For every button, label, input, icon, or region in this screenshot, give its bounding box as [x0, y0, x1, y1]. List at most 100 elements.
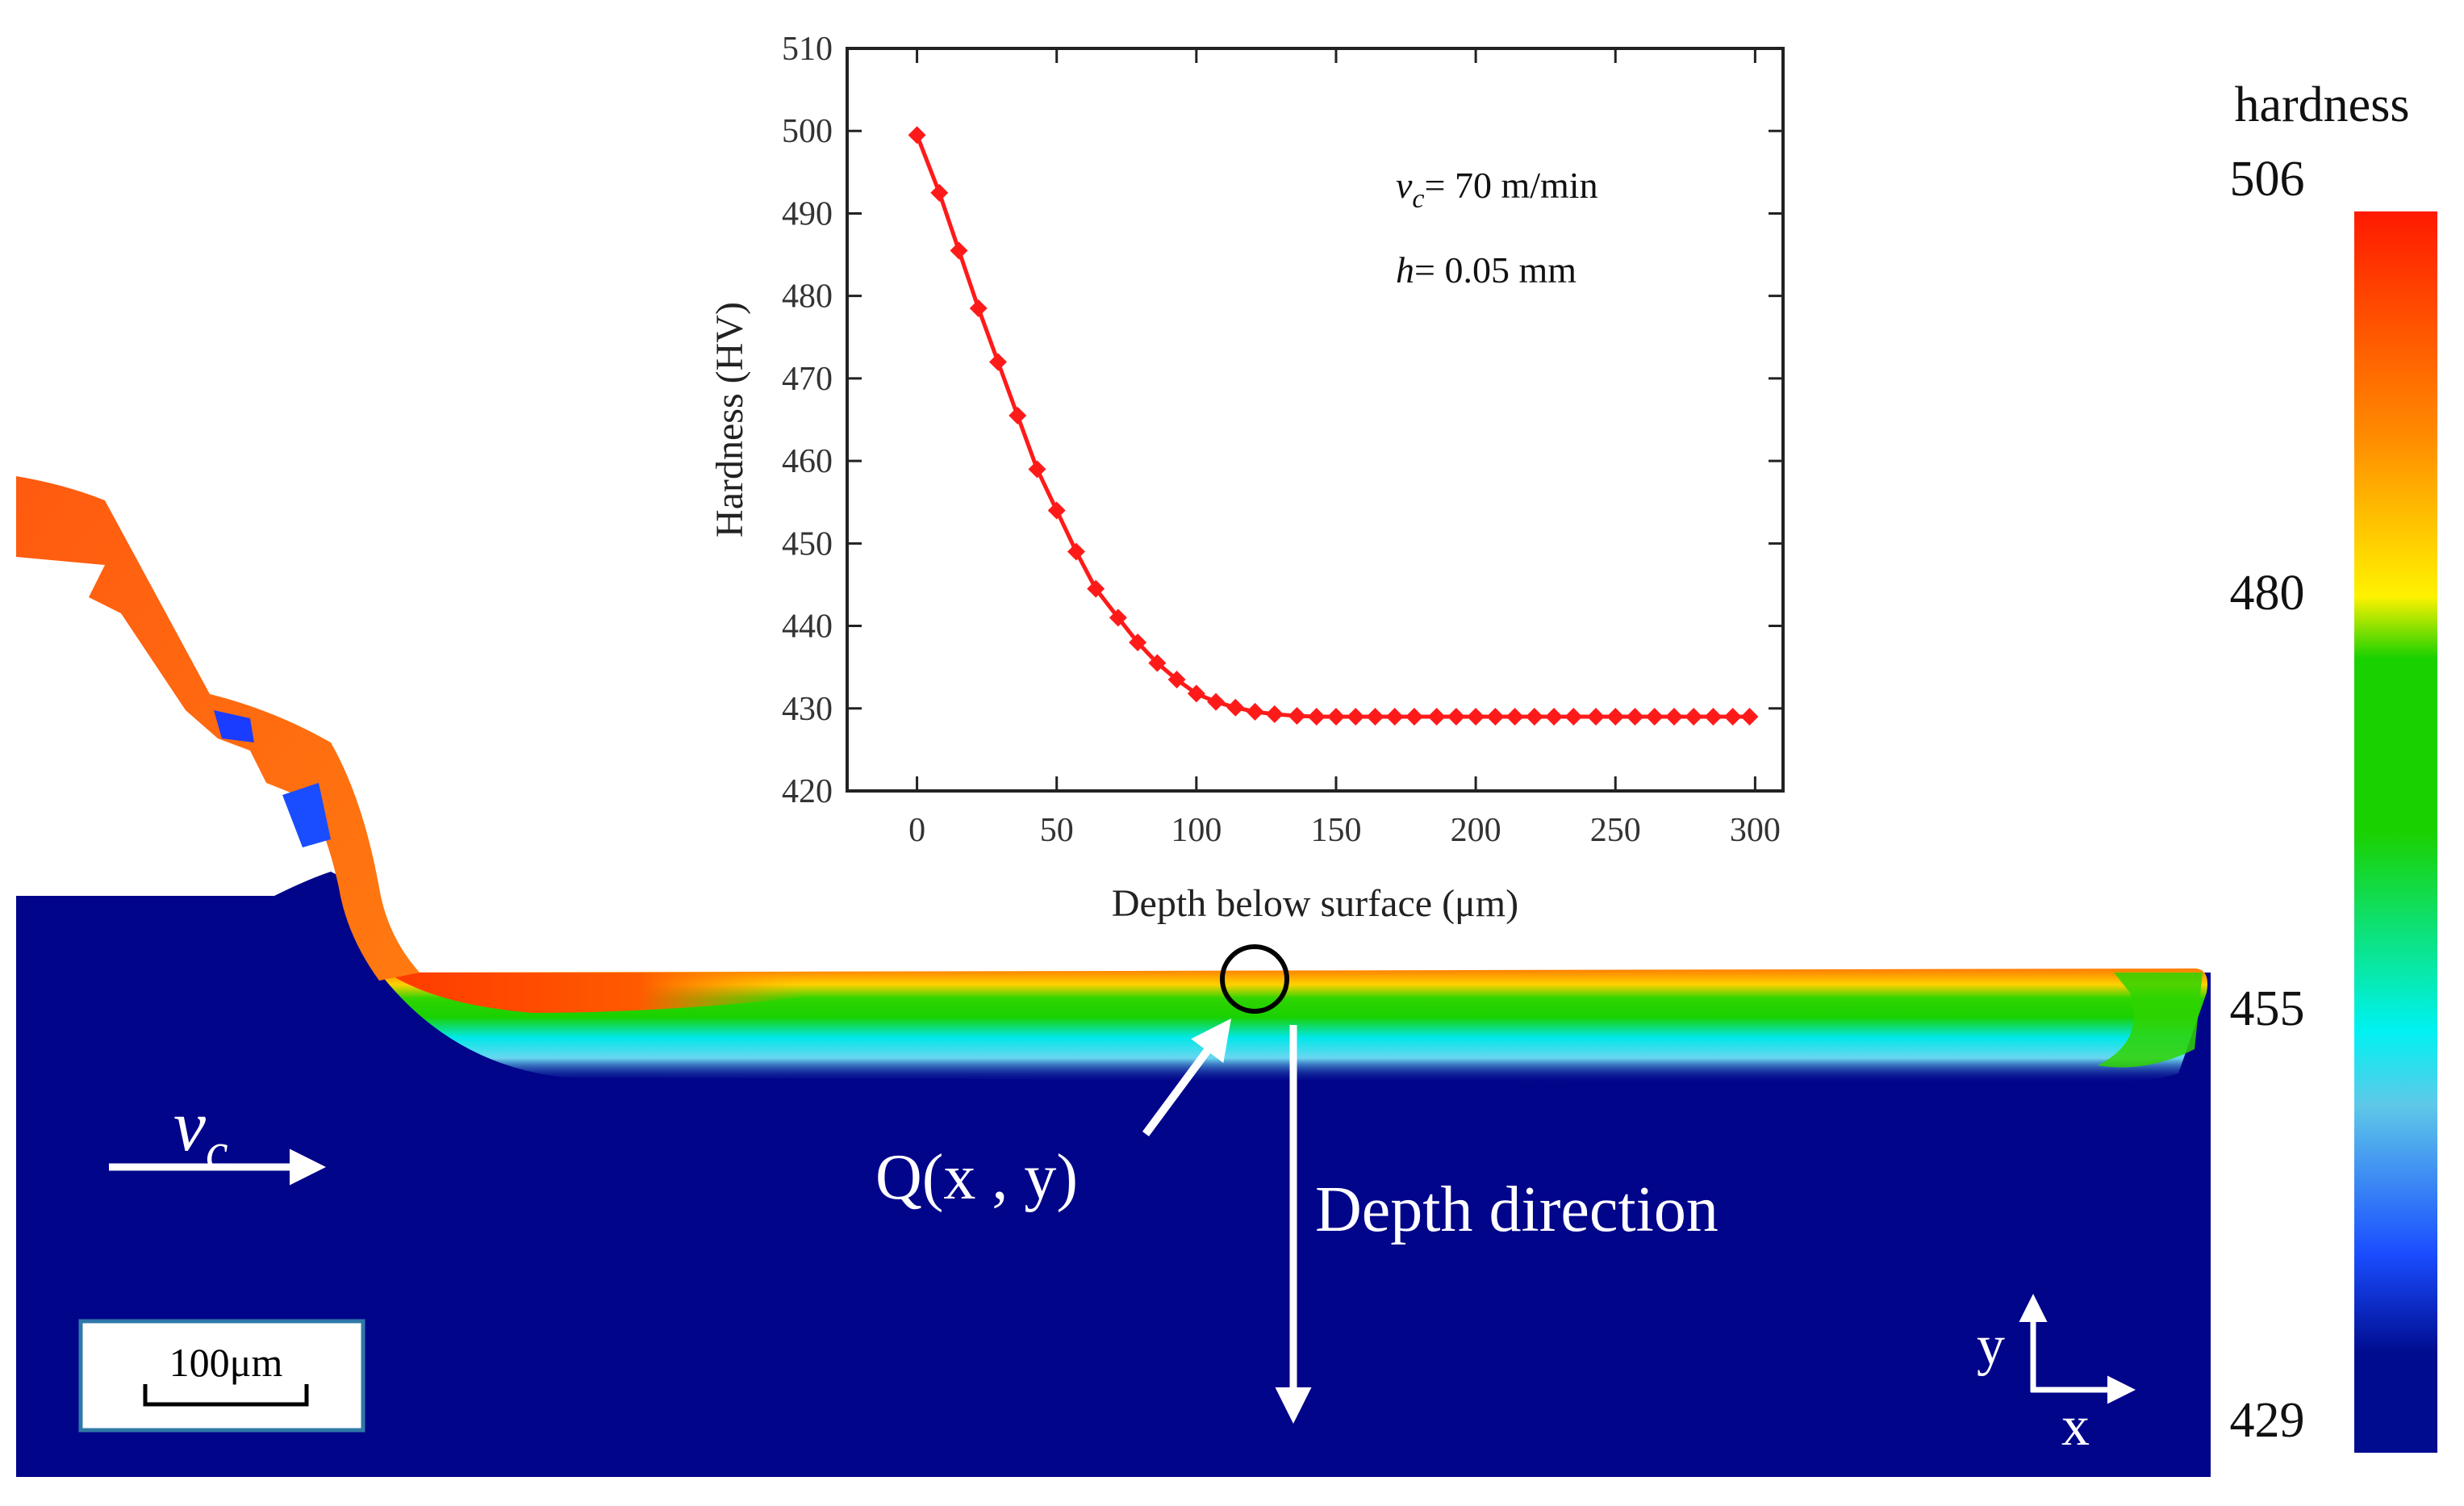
- hardened-layer-end: [2098, 973, 2203, 1068]
- colorbar-title: hardness: [2235, 77, 2410, 132]
- scale-bar-box: [78, 1319, 365, 1433]
- data-point-35: [1606, 708, 1625, 726]
- data-point-21: [1326, 708, 1345, 726]
- inset-chart: 0 50 100 150 200 250 300 420 430 440 450 460 470 480 4…: [708, 31, 1785, 925]
- annotation-h: h= 0.05 mm: [1396, 249, 1577, 291]
- data-point-8: [1067, 542, 1085, 561]
- axis-x-label: x: [2061, 1395, 2090, 1458]
- y-tick-label-1: 430: [782, 691, 833, 728]
- annotation-h-symbol: h: [1396, 249, 1414, 291]
- x-tick-label-1: 50: [1040, 812, 1074, 849]
- point-q-label: Q(x , y): [875, 1142, 1078, 1213]
- data-point-24: [1385, 708, 1404, 726]
- data-point-18: [1265, 705, 1284, 723]
- data-point-30: [1506, 708, 1524, 726]
- y-tick-label-7: 490: [782, 195, 833, 232]
- scale-bar-line: [143, 1384, 309, 1407]
- colorbar-gradient: [2354, 211, 2437, 1453]
- x-tick-label-3: 150: [1310, 812, 1361, 849]
- data-point-0: [908, 126, 926, 144]
- vc-symbol: v: [173, 1086, 206, 1166]
- annotation-vc: vc= 70 m/min: [1396, 165, 1598, 214]
- depth-direction-label: Depth direction: [1315, 1174, 1719, 1245]
- x-tick-label-6: 300: [1730, 812, 1781, 849]
- y-tick-label-4: 460: [782, 443, 833, 480]
- data-point-29: [1486, 708, 1505, 726]
- vc-subscript: c: [206, 1124, 228, 1179]
- data-point-33: [1564, 708, 1583, 726]
- colorbar-tick-3: 429: [2230, 1393, 2305, 1448]
- data-point-22: [1347, 708, 1365, 726]
- data-point-14: [1187, 684, 1205, 703]
- scale-bar: 100μm: [78, 1319, 365, 1433]
- colorbar-tick-1: 480: [2230, 566, 2305, 621]
- y-tick-label-6: 480: [782, 278, 833, 316]
- y-axis-label: Hardness (HV): [708, 302, 751, 538]
- x-tick-label-2: 100: [1171, 812, 1222, 849]
- chip-blue-spot-2: [282, 783, 331, 847]
- point-q-marker: [1220, 944, 1289, 1014]
- data-point-11: [1129, 634, 1147, 651]
- data-point-41: [1723, 708, 1742, 726]
- data-point-26: [1427, 708, 1446, 726]
- data-point-36: [1626, 708, 1644, 726]
- colorbar: hardness 506 480 455 429: [2230, 77, 2437, 1453]
- annotation-h-text: = 0.05 mm: [1414, 249, 1577, 291]
- cutting-velocity: vc: [109, 1086, 326, 1186]
- data-point-10: [1109, 609, 1127, 627]
- axis-y-label: y: [1977, 1315, 2005, 1377]
- data-point-23: [1366, 708, 1384, 726]
- x-axis-label: Depth below surface (μm): [1112, 882, 1518, 925]
- x-tick-label-4: 200: [1451, 812, 1501, 849]
- data-point-32: [1545, 708, 1564, 726]
- data-point-27: [1447, 708, 1465, 726]
- annotation-vc-symbol: v: [1396, 165, 1413, 206]
- colorbar-tick-2: 455: [2230, 981, 2305, 1036]
- data-point-4: [988, 353, 1007, 371]
- y-tick-label-8: 500: [782, 113, 833, 150]
- x-tick-label-5: 250: [1590, 812, 1641, 849]
- data-point-16: [1226, 698, 1245, 717]
- y-tick-label-5: 470: [782, 361, 833, 398]
- colorbar-tick-0: 506: [2230, 152, 2305, 207]
- chip: [16, 476, 420, 981]
- data-point-25: [1405, 708, 1423, 726]
- data-point-1: [930, 183, 949, 202]
- data-point-9: [1087, 579, 1105, 598]
- data-point-38: [1664, 708, 1683, 726]
- point-q-arrow: [1142, 1018, 1231, 1136]
- data-point-7: [1047, 501, 1066, 520]
- data-point-40: [1704, 708, 1723, 726]
- annotation-vc-subscript: c: [1412, 184, 1424, 214]
- chip-blue-spot-1: [214, 710, 254, 743]
- chart-marks: 0 50 100 150 200 250 300 420 430 440 450 460 470 480 4…: [782, 31, 1783, 849]
- simulation-field: vc Q(x , y) Depth direction 100μm y x: [16, 476, 2211, 1477]
- plot-frame: [846, 47, 1785, 793]
- data-point-2: [950, 241, 968, 260]
- data-point-5: [1009, 406, 1027, 425]
- scale-bar-label: 100μm: [169, 1340, 283, 1385]
- data-point-3: [969, 299, 988, 317]
- data-point-17: [1246, 702, 1264, 721]
- data-point-19: [1288, 706, 1306, 725]
- data-point-6: [1028, 460, 1046, 479]
- data-point-37: [1645, 708, 1664, 726]
- data-point-20: [1307, 708, 1326, 726]
- y-tick-label-3: 450: [782, 525, 833, 563]
- inset-chart-background: [847, 48, 1783, 791]
- y-tick-label-0: 420: [782, 773, 833, 810]
- y-tick-label-9: 510: [782, 31, 833, 68]
- axes-indicator: y x: [1977, 1294, 2136, 1458]
- annotation-vc-text: = 70 m/min: [1425, 165, 1598, 206]
- data-point-28: [1467, 708, 1485, 726]
- x-tick-label-0: 0: [908, 812, 925, 849]
- data-point-39: [1685, 708, 1703, 726]
- data-point-34: [1587, 708, 1605, 726]
- data-point-13: [1167, 671, 1186, 688]
- data-point-42: [1740, 708, 1759, 726]
- data-point-12: [1148, 654, 1167, 672]
- hardened-layer-red: [387, 973, 807, 1013]
- data-point-31: [1525, 708, 1543, 726]
- data-point-15: [1207, 692, 1226, 711]
